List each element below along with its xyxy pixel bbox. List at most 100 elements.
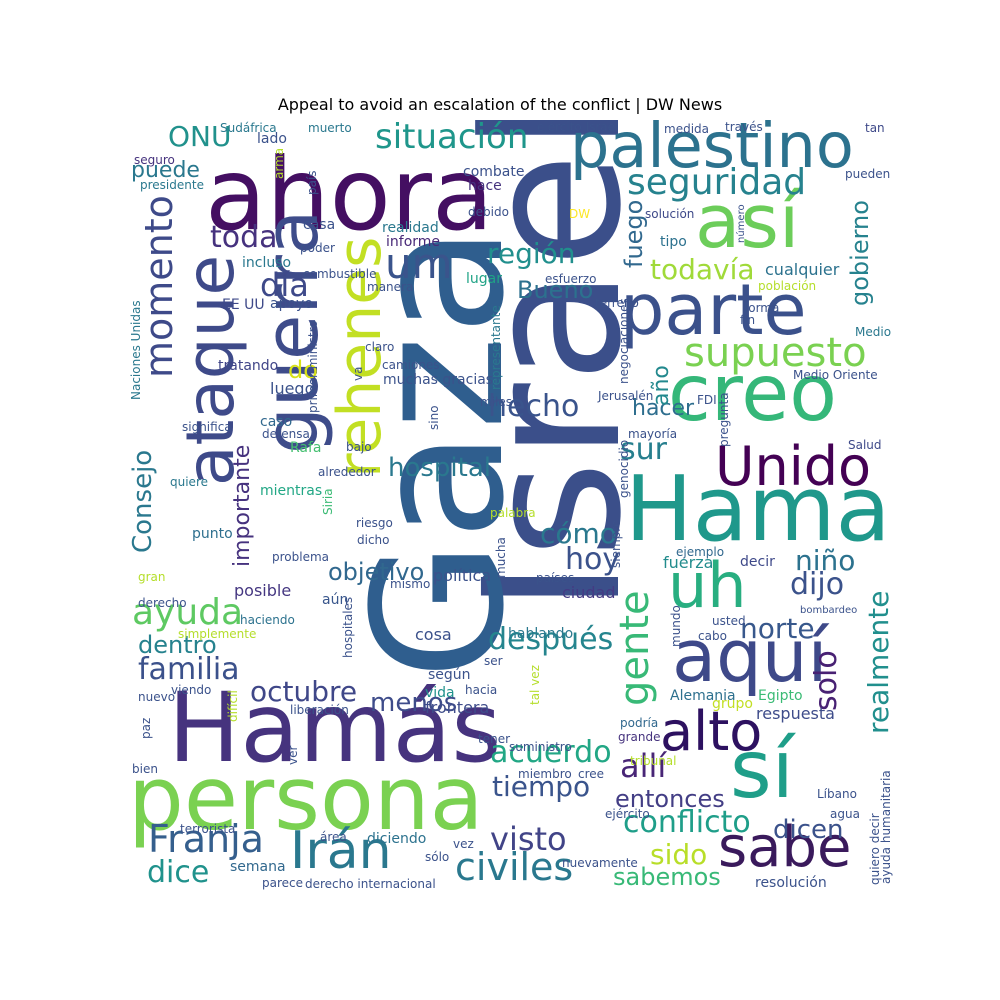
word-bien: bien <box>132 762 158 776</box>
word-camiones: camiones <box>382 358 440 372</box>
word-hospitales: hospitales <box>341 596 355 658</box>
word-líbano: Líbano <box>817 787 857 801</box>
word-miembro: miembro <box>518 767 572 781</box>
word-tan: tan <box>865 121 885 135</box>
word-franja: Franja <box>148 817 264 861</box>
word-año: año <box>649 365 674 406</box>
word-según: según <box>428 667 471 683</box>
word-suministro: suministro <box>509 740 572 754</box>
word-jerusalén: Jerusalén <box>598 389 654 403</box>
word-sabemos: sabemos <box>613 863 721 890</box>
word-quiere: quiere <box>170 475 208 489</box>
word-gobierno: gobierno <box>846 200 874 306</box>
word-países: países <box>536 571 575 585</box>
word-población: población <box>758 279 817 293</box>
word-fin: fin <box>740 313 756 327</box>
word-mismo: mismo <box>390 577 431 591</box>
word-alrededor: alrededor <box>318 465 376 479</box>
word-va: va <box>351 366 365 381</box>
word-país: país <box>305 170 319 195</box>
word-aquí: aquí <box>672 614 828 698</box>
word-realidad: realidad <box>382 220 439 236</box>
word-presidente: presidente <box>140 178 204 192</box>
word-allí: allí <box>620 747 667 785</box>
word-esfuerzo: esfuerzo <box>545 272 597 286</box>
word-hablando: hablando <box>508 626 574 642</box>
word-familia: familia <box>138 652 240 687</box>
word-grupo: grupo <box>712 696 753 712</box>
word-supuesto: supuesto <box>684 330 867 376</box>
chart-title: Appeal to avoid an escalation of the con… <box>277 95 723 114</box>
word-viendo: viendo <box>171 683 212 697</box>
word-así: así <box>695 179 800 265</box>
word-área: área <box>320 830 347 844</box>
word-salud: Salud <box>848 438 882 452</box>
word-diciendo: diciendo <box>367 831 427 847</box>
word-apoyo: apoyo <box>270 296 313 312</box>
word-manera: manera <box>367 280 414 294</box>
word-sudáfrica: Sudáfrica <box>220 121 277 135</box>
word-rafa: Rafa <box>290 440 322 456</box>
word-hama: Hama <box>625 457 891 562</box>
word-primer-ministro: primer ministro <box>306 320 320 413</box>
word-pregunta: pregunta <box>717 392 731 447</box>
word-ayuda: ayuda <box>132 592 244 633</box>
word-visto: visto <box>490 820 567 858</box>
word-menos: menos <box>370 688 458 718</box>
word-parte: parte <box>620 269 807 351</box>
word-acuerdo: acuerdo <box>490 735 612 770</box>
word-mucha: mucha <box>494 537 508 578</box>
word-día: día <box>260 266 309 304</box>
word-unido: Unido <box>715 435 872 498</box>
word-simplemente: simplemente <box>178 627 257 641</box>
word-lado: lado <box>257 131 287 147</box>
word-nuevamente: nuevamente <box>562 856 638 870</box>
word-fuego: fuego <box>620 199 648 268</box>
word-lugar: lugar <box>466 271 502 287</box>
word-alto: alto <box>660 700 763 763</box>
word-hoy: hoy <box>565 542 621 577</box>
word-resolución: resolución <box>755 875 827 890</box>
word-naciones-unidas: Naciones Unidas <box>129 300 143 400</box>
word-solución: solución <box>645 207 695 221</box>
word-región: región <box>487 237 576 270</box>
word-difícil: difícil <box>226 690 240 722</box>
word-tratando: tratando <box>218 358 279 374</box>
word-bajo: bajo <box>346 440 372 454</box>
word-norte: norte <box>740 612 815 645</box>
word-pueden: pueden <box>845 167 891 181</box>
word-negociaciones: negociaciones <box>617 298 631 384</box>
word-alemania: Alemania <box>670 688 736 704</box>
word-claro: claro <box>365 340 395 354</box>
word-tal-vez: tal vez <box>528 665 542 705</box>
word-importante: importante <box>230 444 255 567</box>
word-solo: solo <box>809 650 844 711</box>
word-parece: parece <box>262 876 304 890</box>
word-caso: caso <box>260 414 293 430</box>
word-sabe: sabe <box>718 815 852 880</box>
word-problema: problema <box>272 550 330 564</box>
word-aún: aún <box>322 592 349 608</box>
word-significa: significa <box>182 420 232 434</box>
word-través: través <box>725 120 763 134</box>
word-cualquier: cualquier <box>765 260 840 279</box>
word-cómo: cómo <box>540 517 617 550</box>
word-sólo: sólo <box>425 850 450 864</box>
word-hace: hace <box>468 178 502 194</box>
word-haciendo: haciendo <box>240 613 295 627</box>
word-gente: gente <box>612 590 658 706</box>
word-muchas-gracias: muchas gracias <box>383 372 494 388</box>
word-hacer: hacer <box>632 396 695 421</box>
word-casa: casa <box>303 217 336 233</box>
word-conflicto: conflicto <box>623 805 751 840</box>
word-ee-uu: EE UU <box>222 297 265 313</box>
word-mundo: mundo <box>669 605 683 647</box>
word-gran: gran <box>138 570 166 584</box>
word-puede: puede <box>131 158 200 183</box>
word-política: política <box>433 566 492 585</box>
word-debido: debido <box>468 205 509 219</box>
word-luego: luego <box>270 379 315 398</box>
word-situación: situación <box>375 120 529 157</box>
word-siempre: siempre <box>609 519 623 568</box>
word-riesgo: riesgo <box>356 516 393 530</box>
